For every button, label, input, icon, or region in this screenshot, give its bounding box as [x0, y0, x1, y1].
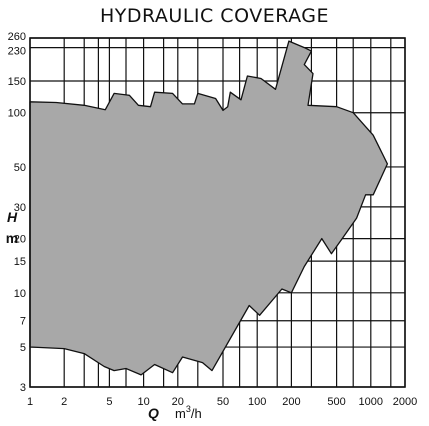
x-axis-title: Q: [148, 405, 159, 421]
x-tick-label-2: 5: [106, 396, 112, 408]
y-axis-unit: m: [6, 230, 18, 246]
y-tick-label-8: 100: [8, 108, 26, 120]
x-tick-label-9: 1000: [359, 396, 383, 408]
plot-frame: [29, 37, 406, 388]
x-tick-label-7: 200: [282, 396, 300, 408]
chart-title: HYDRAULIC COVERAGE: [99, 5, 330, 27]
x-tick-label-1: 2: [61, 396, 67, 408]
y-tick-label-4: 15: [14, 256, 26, 268]
y-tick-label-10: 230: [8, 46, 26, 58]
x-tick-label-0: 1: [27, 396, 33, 408]
x-tick-label-6: 100: [248, 396, 266, 408]
x-tick-labels: 1 2 5 10 20 50 100 200 500 1000 2000: [27, 396, 417, 408]
x-axis-unit: m3/h: [175, 404, 202, 421]
x-tick-label-3: 10: [137, 396, 149, 408]
x-tick-label-5: 50: [217, 396, 229, 408]
y-tick-label-6: 30: [14, 202, 26, 214]
y-tick-label-5: 20: [14, 234, 26, 246]
y-tick-label-1: 5: [20, 342, 26, 354]
y-axis-title: H: [7, 209, 18, 225]
x-tick-label-10: 2000: [393, 396, 417, 408]
y-tick-label-3: 10: [14, 288, 26, 300]
coverage-area: [29, 40, 389, 376]
y-tick-label-7: 50: [14, 162, 26, 174]
coverage-region: [29, 40, 389, 376]
y-tick-labels: 3 5 7 10 15 20 30 50 100 150 230 260: [8, 31, 26, 394]
x-tick-label-8: 500: [327, 396, 345, 408]
y-tick-label-9: 150: [8, 76, 26, 88]
y-tick-label-2: 7: [20, 316, 26, 328]
y-tick-label-0: 3: [20, 382, 26, 394]
x-tick-label-4: 20: [172, 396, 184, 408]
y-tick-label-11: 260: [8, 31, 26, 43]
plot-border: [29, 37, 406, 388]
